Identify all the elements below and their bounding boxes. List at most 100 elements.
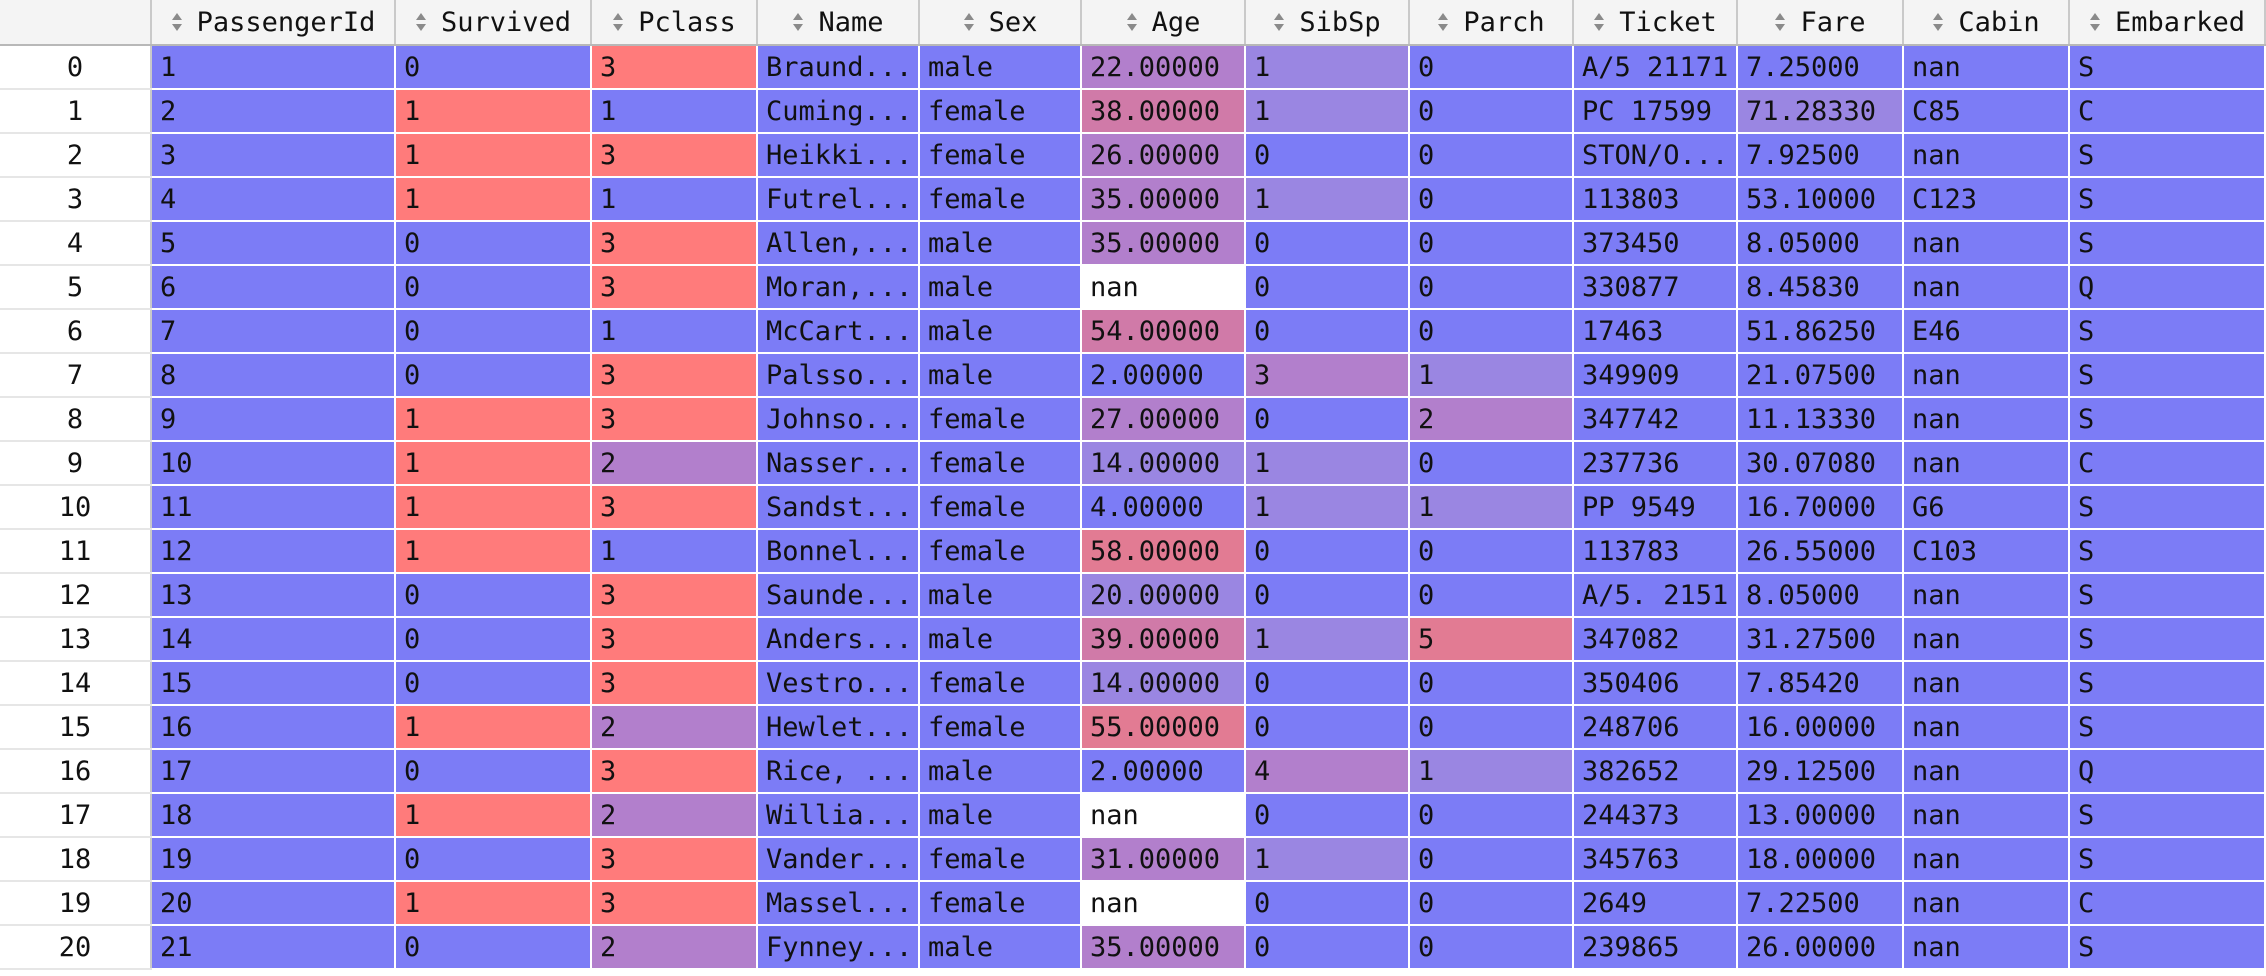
cell-passengerid[interactable]: 13 — [152, 574, 396, 616]
cell-sex[interactable]: male — [920, 574, 1082, 616]
cell-sibsp[interactable]: 1 — [1246, 90, 1410, 132]
cell-name[interactable]: McCart... — [758, 310, 920, 352]
cell-sibsp[interactable]: 0 — [1246, 310, 1410, 352]
cell-parch[interactable]: 0 — [1410, 838, 1574, 880]
cell-passengerid[interactable]: 9 — [152, 398, 396, 440]
cell-name[interactable]: Sandst... — [758, 486, 920, 528]
cell-ticket[interactable]: STON/O... — [1574, 134, 1738, 176]
cell-pclass[interactable]: 3 — [592, 134, 758, 176]
cell-sex[interactable]: female — [920, 134, 1082, 176]
cell-ticket[interactable]: A/5 21171 — [1574, 46, 1738, 88]
cell-name[interactable]: Vander... — [758, 838, 920, 880]
cell-sex[interactable]: female — [920, 530, 1082, 572]
header-parch[interactable]: Parch — [1410, 0, 1574, 44]
cell-name[interactable]: Fynney... — [758, 926, 920, 968]
cell-sex[interactable]: female — [920, 178, 1082, 220]
cell-age[interactable]: 31.00000 — [1082, 838, 1246, 880]
cell-ticket[interactable]: 239865 — [1574, 926, 1738, 968]
header-survived[interactable]: Survived — [396, 0, 592, 44]
cell-parch[interactable]: 0 — [1410, 706, 1574, 748]
cell-cabin[interactable]: nan — [1904, 574, 2070, 616]
cell-fare[interactable]: 11.13330 — [1738, 398, 1904, 440]
cell-embarked[interactable]: S — [2070, 530, 2266, 572]
cell-age[interactable]: 14.00000 — [1082, 662, 1246, 704]
cell-sibsp[interactable]: 1 — [1246, 838, 1410, 880]
cell-pclass[interactable]: 3 — [592, 486, 758, 528]
cell-pclass[interactable]: 1 — [592, 90, 758, 132]
cell-fare[interactable]: 8.45830 — [1738, 266, 1904, 308]
cell-ticket[interactable]: 237736 — [1574, 442, 1738, 484]
cell-ticket[interactable]: 345763 — [1574, 838, 1738, 880]
cell-survived[interactable]: 0 — [396, 354, 592, 396]
cell-age[interactable]: nan — [1082, 882, 1246, 924]
cell-survived[interactable]: 1 — [396, 486, 592, 528]
header-pclass[interactable]: Pclass — [592, 0, 758, 44]
cell-sibsp[interactable]: 0 — [1246, 134, 1410, 176]
cell-age[interactable]: 55.00000 — [1082, 706, 1246, 748]
cell-passengerid[interactable]: 8 — [152, 354, 396, 396]
cell-fare[interactable]: 16.00000 — [1738, 706, 1904, 748]
cell-parch[interactable]: 0 — [1410, 662, 1574, 704]
cell-ticket[interactable]: 248706 — [1574, 706, 1738, 748]
cell-fare[interactable]: 71.28330 — [1738, 90, 1904, 132]
cell-parch[interactable]: 1 — [1410, 354, 1574, 396]
cell-survived[interactable]: 1 — [396, 90, 592, 132]
cell-passengerid[interactable]: 14 — [152, 618, 396, 660]
cell-name[interactable]: Hewlet... — [758, 706, 920, 748]
cell-sex[interactable]: male — [920, 354, 1082, 396]
cell-parch[interactable]: 0 — [1410, 882, 1574, 924]
cell-name[interactable]: Cuming... — [758, 90, 920, 132]
cell-embarked[interactable]: S — [2070, 46, 2266, 88]
cell-embarked[interactable]: C — [2070, 442, 2266, 484]
cell-name[interactable]: Saunde... — [758, 574, 920, 616]
cell-name[interactable]: Vestro... — [758, 662, 920, 704]
cell-parch[interactable]: 0 — [1410, 134, 1574, 176]
cell-parch[interactable]: 2 — [1410, 398, 1574, 440]
cell-fare[interactable]: 7.85420 — [1738, 662, 1904, 704]
cell-fare[interactable]: 8.05000 — [1738, 574, 1904, 616]
cell-survived[interactable]: 1 — [396, 794, 592, 836]
cell-sibsp[interactable]: 1 — [1246, 486, 1410, 528]
cell-cabin[interactable]: nan — [1904, 838, 2070, 880]
cell-pclass[interactable]: 3 — [592, 838, 758, 880]
cell-ticket[interactable]: 244373 — [1574, 794, 1738, 836]
cell-embarked[interactable]: S — [2070, 398, 2266, 440]
cell-embarked[interactable]: S — [2070, 618, 2266, 660]
cell-passengerid[interactable]: 16 — [152, 706, 396, 748]
cell-fare[interactable]: 8.05000 — [1738, 222, 1904, 264]
cell-passengerid[interactable]: 11 — [152, 486, 396, 528]
cell-ticket[interactable]: 17463 — [1574, 310, 1738, 352]
header-age[interactable]: Age — [1082, 0, 1246, 44]
cell-ticket[interactable]: 113803 — [1574, 178, 1738, 220]
cell-age[interactable]: 35.00000 — [1082, 926, 1246, 968]
cell-age[interactable]: 14.00000 — [1082, 442, 1246, 484]
cell-sex[interactable]: male — [920, 46, 1082, 88]
cell-name[interactable]: Palsso... — [758, 354, 920, 396]
cell-cabin[interactable]: C85 — [1904, 90, 2070, 132]
cell-sibsp[interactable]: 3 — [1246, 354, 1410, 396]
cell-embarked[interactable]: S — [2070, 178, 2266, 220]
cell-sibsp[interactable]: 0 — [1246, 398, 1410, 440]
cell-embarked[interactable]: S — [2070, 354, 2266, 396]
cell-parch[interactable]: 0 — [1410, 310, 1574, 352]
header-embarked[interactable]: Embarked — [2070, 0, 2266, 44]
cell-sex[interactable]: female — [920, 90, 1082, 132]
cell-cabin[interactable]: nan — [1904, 222, 2070, 264]
cell-parch[interactable]: 0 — [1410, 442, 1574, 484]
cell-cabin[interactable]: nan — [1904, 266, 2070, 308]
cell-pclass[interactable]: 2 — [592, 706, 758, 748]
cell-ticket[interactable]: PC 17599 — [1574, 90, 1738, 132]
cell-passengerid[interactable]: 10 — [152, 442, 396, 484]
cell-sex[interactable]: female — [920, 706, 1082, 748]
cell-passengerid[interactable]: 1 — [152, 46, 396, 88]
cell-passengerid[interactable]: 20 — [152, 882, 396, 924]
cell-name[interactable]: Rice, ... — [758, 750, 920, 792]
cell-sex[interactable]: male — [920, 266, 1082, 308]
cell-age[interactable]: 22.00000 — [1082, 46, 1246, 88]
cell-sibsp[interactable]: 1 — [1246, 178, 1410, 220]
cell-parch[interactable]: 1 — [1410, 750, 1574, 792]
cell-fare[interactable]: 16.70000 — [1738, 486, 1904, 528]
cell-ticket[interactable]: 330877 — [1574, 266, 1738, 308]
cell-cabin[interactable]: nan — [1904, 46, 2070, 88]
cell-ticket[interactable]: 347082 — [1574, 618, 1738, 660]
